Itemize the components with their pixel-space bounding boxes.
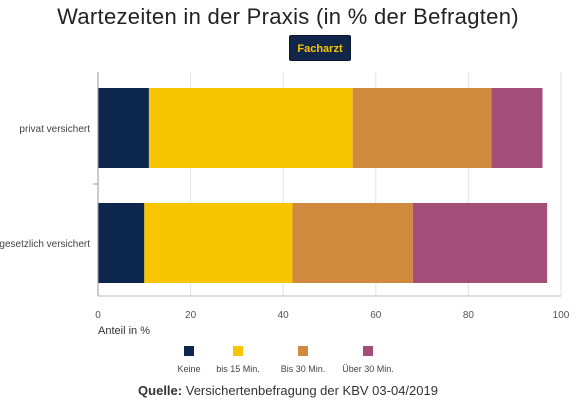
tab-facharzt[interactable]: Facharzt [289, 35, 351, 61]
bar-segment [98, 203, 145, 283]
stacked-bar-chart: 0 20 40 60 80 100 privat versichert gesetzlich… [0, 72, 570, 374]
legend-swatch [233, 346, 243, 356]
x-axis-label: Anteil in % [98, 325, 150, 337]
x-tick-label: 100 [553, 310, 570, 321]
source-text: Versichertenbefragung der KBV 03-04/2019 [185, 383, 438, 398]
bar-segment [352, 88, 492, 168]
axes [93, 72, 561, 297]
source-line: Quelle: Versichertenbefragung der KBV 03… [0, 383, 576, 398]
legend-label: Bis 30 Min. [281, 364, 326, 374]
y-category-labels: privat versichert gesetzlich versichert [0, 124, 90, 250]
x-tick-label: 20 [185, 310, 197, 321]
bar-segment [144, 203, 293, 283]
bar-segment [148, 88, 353, 168]
bar-segment [98, 88, 149, 168]
chart-title: Wartezeiten in der Praxis (in % der Befr… [57, 4, 519, 29]
x-tick-labels: 0 20 40 60 80 100 [95, 310, 570, 321]
legend: Keine bis 15 Min. Bis 30 Min. Über 30 Min. [177, 346, 394, 374]
bars [98, 88, 548, 283]
bar-segment [491, 88, 543, 168]
category-label: gesetzlich versichert [0, 239, 90, 250]
legend-label: Über 30 Min. [342, 364, 394, 374]
bar-segment [412, 203, 548, 283]
legend-swatch [298, 346, 308, 356]
bar-segment [292, 203, 413, 283]
x-tick-label: 40 [278, 310, 290, 321]
x-tick-label: 0 [95, 310, 101, 321]
category-label: privat versichert [19, 124, 90, 135]
legend-swatch [363, 346, 373, 356]
source-label: Quelle: [138, 383, 183, 398]
legend-label: Keine [177, 364, 200, 374]
x-tick-label: 60 [370, 310, 382, 321]
x-tick-label: 80 [463, 310, 475, 321]
legend-label: bis 15 Min. [216, 364, 260, 374]
legend-swatch [184, 346, 194, 356]
